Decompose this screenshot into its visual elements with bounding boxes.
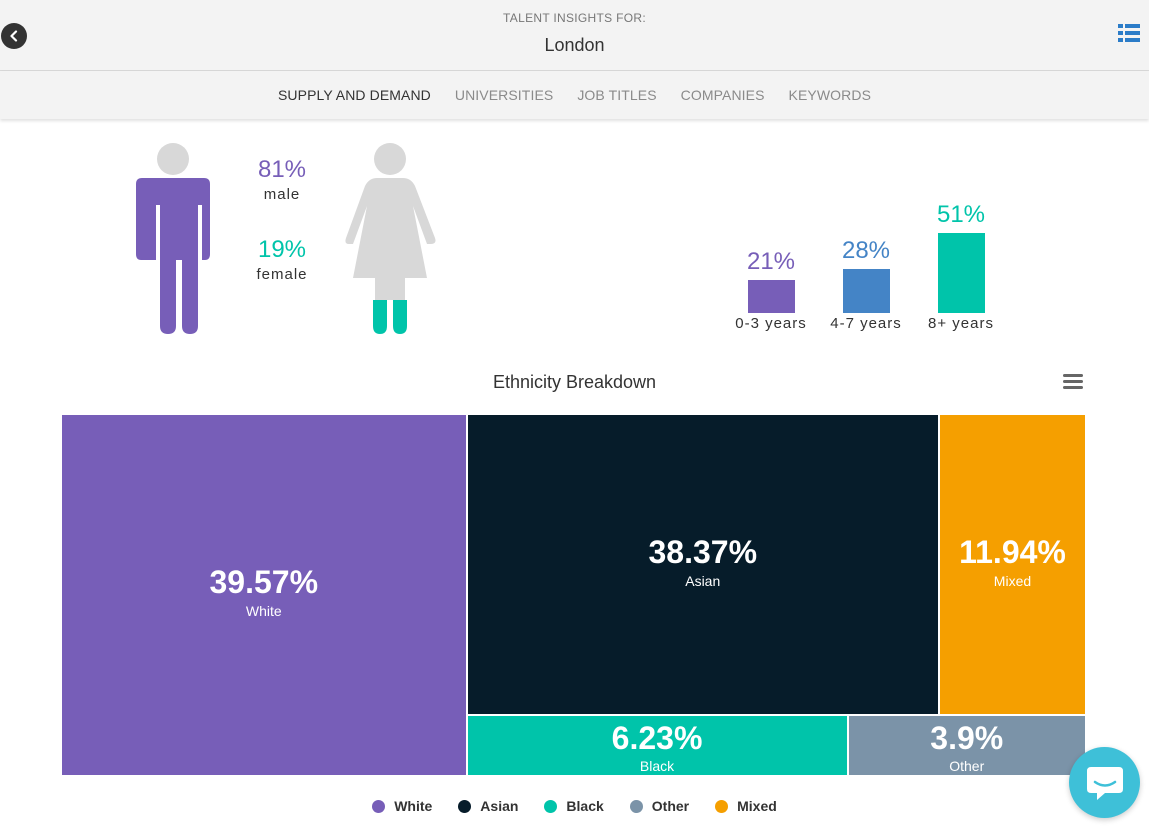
treemap-label: White	[245, 603, 282, 619]
legend-dot	[458, 799, 472, 813]
treemap-label: Asian	[685, 572, 721, 589]
legend-item-mixed[interactable]: Mixed	[715, 798, 777, 814]
experience-bar-label: 4-7 years	[830, 315, 902, 332]
legend-dot	[372, 799, 386, 813]
legend-item-other[interactable]: Other	[629, 798, 690, 814]
experience-bar-value: 28%	[841, 237, 891, 264]
female-percentage: 19%	[257, 236, 307, 263]
legend-dot	[715, 799, 729, 813]
treemap-label: Mixed	[993, 572, 1032, 589]
list-view-button[interactable]	[1118, 24, 1140, 42]
male-percentage: 81%	[257, 156, 307, 183]
treemap-value: 3.9%	[930, 720, 1004, 757]
tab-job-titles[interactable]: JOB TITLES	[577, 87, 657, 103]
legend-label: Mixed	[737, 798, 777, 814]
treemap-value: 38.37%	[648, 533, 758, 570]
chart-menu-button[interactable]	[1063, 373, 1085, 391]
treemap-cell-other[interactable]: 3.9% Other	[847, 715, 1086, 776]
male-figure-icon	[136, 143, 210, 334]
experience-bar	[748, 280, 795, 313]
treemap-value: 39.57%	[209, 564, 319, 600]
legend-item-asian[interactable]: Asian	[458, 798, 518, 814]
tab-companies[interactable]: COMPANIES	[680, 87, 765, 103]
legend-label: Other	[651, 798, 690, 814]
experience-bar-label: 8+ years	[928, 315, 994, 332]
page-header: TALENT INSIGHTS FOR: London	[0, 0, 1149, 71]
experience-bar	[843, 269, 890, 313]
chat-bubble-icon	[1086, 766, 1123, 800]
chevron-left-icon	[10, 30, 18, 42]
male-label: male	[263, 186, 301, 203]
treemap-cell-black[interactable]: 6.23% Black	[466, 715, 848, 776]
treemap-value: 6.23%	[611, 720, 703, 757]
treemap-value: 11.94%	[959, 533, 1066, 570]
chart-title: Ethnicity Breakdown	[492, 372, 657, 392]
hamburger-menu-icon	[1063, 374, 1083, 389]
treemap-cell-mixed[interactable]: 11.94% Mixed	[938, 414, 1086, 716]
experience-bar-value: 21%	[746, 248, 796, 275]
list-view-icon	[1118, 24, 1140, 42]
legend-label: Black	[566, 798, 604, 814]
treemap-label: Black	[639, 758, 675, 775]
female-figure-icon	[345, 143, 436, 334]
treemap-label: Other	[949, 758, 985, 775]
chat-button[interactable]	[1069, 747, 1140, 818]
legend-label: White	[394, 798, 433, 814]
chart-legend: White Asian Black Other Mixed	[0, 798, 1149, 814]
back-button[interactable]	[1, 23, 27, 49]
legend-dot	[629, 799, 643, 813]
female-label: female	[256, 266, 308, 283]
tab-bar: SUPPLY AND DEMAND UNIVERSITIES JOB TITLE…	[0, 71, 1149, 119]
tab-supply-and-demand[interactable]: SUPPLY AND DEMAND	[277, 87, 431, 103]
page-title: London	[544, 35, 605, 55]
tab-keywords[interactable]: KEYWORDS	[788, 87, 872, 103]
legend-label: Asian	[480, 798, 519, 814]
tab-universities[interactable]: UNIVERSITIES	[454, 87, 554, 103]
legend-item-white[interactable]: White	[372, 798, 432, 814]
treemap-cell-white[interactable]: 39.57% White	[61, 414, 467, 776]
experience-bar-label: 0-3 years	[735, 315, 807, 332]
treemap-cell-asian[interactable]: 38.37% Asian	[466, 414, 939, 716]
experience-bar-value: 51%	[936, 201, 986, 228]
experience-bar	[938, 233, 985, 313]
legend-item-black[interactable]: Black	[544, 798, 604, 814]
header-subtitle: TALENT INSIGHTS FOR:	[503, 11, 646, 25]
legend-dot	[544, 799, 558, 813]
